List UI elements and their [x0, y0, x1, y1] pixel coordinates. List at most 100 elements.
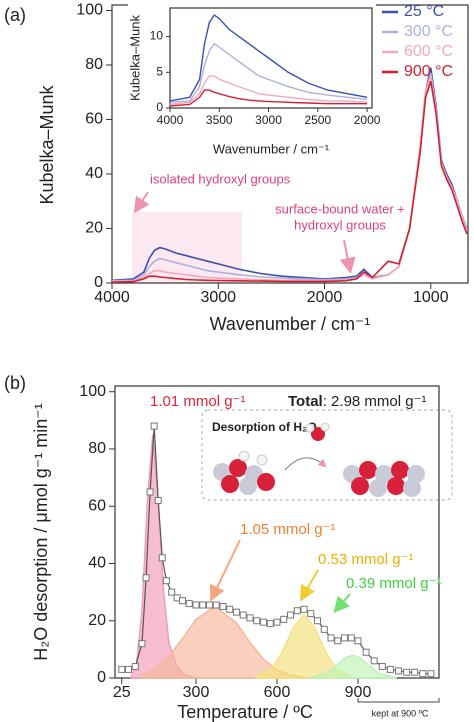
data-point: [239, 611, 247, 619]
y-tick-label: 40: [85, 165, 103, 182]
data-point: [146, 488, 154, 496]
panel-a: (a) isolated hydroxyl groups surface-bou…: [4, 2, 469, 334]
x-tick-label: 900: [345, 684, 372, 701]
scheme: [213, 422, 425, 497]
data-point: [386, 665, 394, 673]
data-point: [179, 597, 186, 605]
inset-spectrum: [169, 14, 368, 102]
data-point: [233, 608, 240, 616]
arrow: [300, 569, 319, 602]
annotation: isolated hydroxyl groups: [150, 171, 291, 186]
data-point: [212, 601, 220, 609]
data-point: [162, 577, 170, 585]
x-tick-label: 2000: [354, 113, 381, 127]
total-annotation: Total: 2.98 mmol g⁻¹: [288, 393, 427, 410]
y-tick-label: 100: [79, 383, 106, 400]
component-label: 0.53 mmol g⁻¹: [318, 551, 413, 568]
data-point: [150, 422, 158, 430]
inset-spectrum: [169, 89, 368, 107]
total-label: Total: [288, 393, 323, 410]
data-point: [158, 554, 166, 562]
arrow: [333, 593, 351, 614]
y-tick-label: 0: [97, 669, 106, 686]
inset-spectrum: [169, 42, 368, 103]
data-point: [142, 574, 150, 582]
data-point: [320, 625, 328, 633]
data-point: [347, 634, 355, 642]
annotation: surface-bound water +: [275, 201, 405, 216]
legend-label: 25 °C: [404, 3, 444, 20]
x-tick-label: 3000: [200, 289, 236, 306]
y-tick-label: 60: [88, 497, 106, 514]
series-group: [111, 67, 468, 283]
y-tick-label: 80: [88, 440, 106, 457]
data-point: [192, 601, 200, 609]
data-point: [273, 618, 281, 626]
x-tick-label: 300: [183, 684, 210, 701]
fit-component: [308, 654, 397, 679]
note: kept at 900 ºC: [372, 708, 429, 718]
data-point: [154, 497, 162, 505]
panel-label: (b): [4, 373, 26, 393]
data-point: [253, 617, 261, 625]
data-point: [118, 665, 126, 673]
data-point: [287, 611, 294, 619]
arrow: [210, 539, 241, 602]
data-point: [260, 618, 267, 626]
y-tick-label: 60: [85, 111, 103, 128]
legend-label: 600 °C: [404, 43, 453, 60]
x-tick-label: 3000: [255, 113, 282, 127]
data-point: [362, 648, 370, 656]
arrow: [339, 239, 356, 274]
data-point: [370, 657, 378, 665]
x-tick-label: 3500: [206, 113, 233, 127]
y-tick-label: 20: [85, 220, 103, 237]
x-tick-label: 4000: [157, 113, 184, 127]
data-point: [395, 667, 402, 675]
inset-x-label: Wavenumber / cm⁻¹: [213, 141, 330, 156]
data-point: [219, 602, 227, 610]
panel-b: (b) Temperature / ºC H₂O desorption / μm…: [4, 373, 453, 722]
x-tick-label: 2000: [307, 289, 343, 306]
data-point: [334, 637, 342, 645]
inset-spectrum: [169, 75, 368, 106]
x-tick-label: 25: [113, 684, 131, 701]
y-tick-label: 20: [88, 612, 106, 629]
legend-label: 300 °C: [404, 23, 453, 40]
inset: 4000 3500 3000 2500 2000 0 5 10 Wavenumber / cm⁻…: [127, 4, 381, 162]
y-tick-label: 5: [156, 64, 163, 78]
data-point: [168, 588, 176, 596]
y-tick-label: 40: [88, 555, 106, 572]
x-tick-label: 2500: [304, 113, 331, 127]
data-point: [246, 614, 254, 622]
bracket: [357, 698, 440, 703]
data-point: [131, 663, 139, 671]
data-point: [280, 615, 288, 623]
y-tick-label: 0: [156, 100, 163, 114]
shaded-region: [132, 212, 242, 283]
data-point: [300, 605, 308, 613]
annotation: hydroxyl groups: [294, 217, 386, 232]
spectrum: [111, 81, 468, 283]
data-point: [411, 668, 419, 676]
x-tick-label: 600: [264, 684, 291, 701]
y-tick-label: 0: [94, 274, 103, 291]
data-point: [307, 610, 315, 618]
data-point: [314, 617, 321, 625]
y-tick-label: 10: [150, 29, 164, 43]
component-label: 1.01 mmol g⁻¹: [150, 393, 245, 410]
y-tick-label: 100: [76, 2, 103, 19]
y-tick-label: 80: [85, 56, 103, 73]
inset-y-label: Kubelka–Munk: [127, 15, 142, 101]
y-axis-label: H₂O desorption / μmol g⁻¹ min⁻¹: [31, 403, 51, 660]
total-value: : 2.98 mmol g⁻¹: [323, 393, 427, 410]
panel-label: (a): [4, 5, 26, 25]
scheme-title: Desorption of H₂O: [212, 420, 317, 434]
x-tick-label: 1000: [413, 289, 449, 306]
data-point: [293, 607, 301, 615]
data-point: [427, 670, 435, 678]
data-point: [125, 665, 132, 673]
x-axis-label: Temperature / ºC: [177, 702, 313, 722]
x-tick-label: 4000: [94, 289, 130, 306]
